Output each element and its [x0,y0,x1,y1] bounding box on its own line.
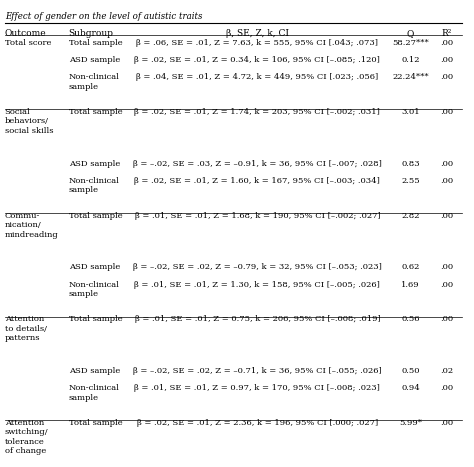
Text: β = –.02, SE = .02, Z = –0.79, k = 32, 95% CI [–.053; .023]: β = –.02, SE = .02, Z = –0.79, k = 32, 9… [133,263,382,271]
Text: Attention
switching/
tolerance
of change: Attention switching/ tolerance of change [5,419,48,455]
Text: .00: .00 [440,177,454,185]
Text: .00: .00 [440,108,454,116]
Text: β = .04, SE = .01, Z = 4.72, k = 449, 95% CI [.023; .056]: β = .04, SE = .01, Z = 4.72, k = 449, 95… [136,73,379,81]
Text: β = .01, SE = .01, Z = 1.68, k = 190, 95% CI [–.002; .027]: β = .01, SE = .01, Z = 1.68, k = 190, 95… [135,212,380,219]
Text: Social
behaviors/
social skills: Social behaviors/ social skills [5,108,53,135]
Text: 0.12: 0.12 [401,56,420,64]
Text: ASD sample: ASD sample [69,160,120,168]
Text: Total score: Total score [5,39,51,47]
Text: β = .02, SE = .01, Z = 1.60, k = 167, 95% CI [–.003; .034]: β = .02, SE = .01, Z = 1.60, k = 167, 95… [135,177,380,185]
Text: Non-clinical
sample: Non-clinical sample [69,177,119,194]
Text: ASD sample: ASD sample [69,56,120,64]
Text: β = –.02, SE = .02, Z = –0.71, k = 36, 95% CI [–.055; .026]: β = –.02, SE = .02, Z = –0.71, k = 36, 9… [133,367,382,375]
Text: 0.50: 0.50 [401,367,420,375]
Text: β = .06, SE = .01, Z = 7.63, k = 555, 95% CI [.043; .073]: β = .06, SE = .01, Z = 7.63, k = 555, 95… [137,39,378,47]
Text: .00: .00 [440,39,454,47]
Text: β = .01, SE = .01, Z = 0.97, k = 170, 95% CI [–.008; .023]: β = .01, SE = .01, Z = 0.97, k = 170, 95… [135,384,380,392]
Text: 58.27***: 58.27*** [392,39,429,47]
Text: β = –.02, SE = .03, Z = –0.91, k = 36, 95% CI [–.007; .028]: β = –.02, SE = .03, Z = –0.91, k = 36, 9… [133,160,382,168]
Text: β = .02, SE = .01, Z = 2.36, k = 196, 95% CI [.000; .027]: β = .02, SE = .01, Z = 2.36, k = 196, 95… [137,419,378,427]
Text: β = .01, SE = .01, Z = 1.30, k = 158, 95% CI [–.005; .026]: β = .01, SE = .01, Z = 1.30, k = 158, 95… [135,281,380,289]
Text: .00: .00 [440,160,454,168]
Text: ASD sample: ASD sample [69,367,120,375]
Text: 0.62: 0.62 [401,263,419,271]
Text: Total sample: Total sample [69,212,122,219]
Text: 3.01: 3.01 [401,108,420,116]
Text: 1.69: 1.69 [401,281,420,289]
Text: Effect of gender on the level of autistic traits: Effect of gender on the level of autisti… [5,12,202,21]
Text: .00: .00 [440,315,454,323]
Text: .00: .00 [440,56,454,64]
Text: Commu-
nication/
mindreading: Commu- nication/ mindreading [5,212,58,239]
Text: .00: .00 [440,384,454,392]
Text: Subgroup: Subgroup [69,29,114,38]
Text: β = .02, SE = .01, Z = 1.74, k = 203, 95% CI [–.002; .031]: β = .02, SE = .01, Z = 1.74, k = 203, 95… [135,108,380,116]
Text: 5.99*: 5.99* [399,419,422,427]
Text: 2.55: 2.55 [401,177,420,185]
Text: Q: Q [407,29,414,38]
Text: 0.94: 0.94 [401,384,420,392]
Text: .00: .00 [440,263,454,271]
Text: Outcome: Outcome [5,29,46,38]
Text: β = .01, SE = .01, Z = 0.75, k = 206, 95% CI [–.008; .019]: β = .01, SE = .01, Z = 0.75, k = 206, 95… [135,315,380,323]
Text: Non-clinical
sample: Non-clinical sample [69,73,119,91]
Text: Attention
to details/
patterns: Attention to details/ patterns [5,315,47,342]
Text: 0.83: 0.83 [401,160,420,168]
Text: .02: .02 [440,367,454,375]
Text: .00: .00 [440,73,454,81]
Text: Total sample: Total sample [69,39,122,47]
Text: β, SE, Z, k, CI: β, SE, Z, k, CI [226,29,289,38]
Text: R²: R² [442,29,452,38]
Text: 0.56: 0.56 [401,315,420,323]
Text: .00: .00 [440,419,454,427]
Text: ASD sample: ASD sample [69,263,120,271]
Text: .00: .00 [440,212,454,219]
Text: Total sample: Total sample [69,315,122,323]
Text: Non-clinical
sample: Non-clinical sample [69,281,119,298]
Text: Total sample: Total sample [69,419,122,427]
Text: β = .02, SE = .01, Z = 0.34, k = 106, 95% CI [–.085; .120]: β = .02, SE = .01, Z = 0.34, k = 106, 95… [135,56,380,64]
Text: Non-clinical
sample: Non-clinical sample [69,384,119,402]
Text: 2.82: 2.82 [401,212,420,219]
Text: Total sample: Total sample [69,108,122,116]
Text: .00: .00 [440,281,454,289]
Text: 22.24***: 22.24*** [392,73,429,81]
